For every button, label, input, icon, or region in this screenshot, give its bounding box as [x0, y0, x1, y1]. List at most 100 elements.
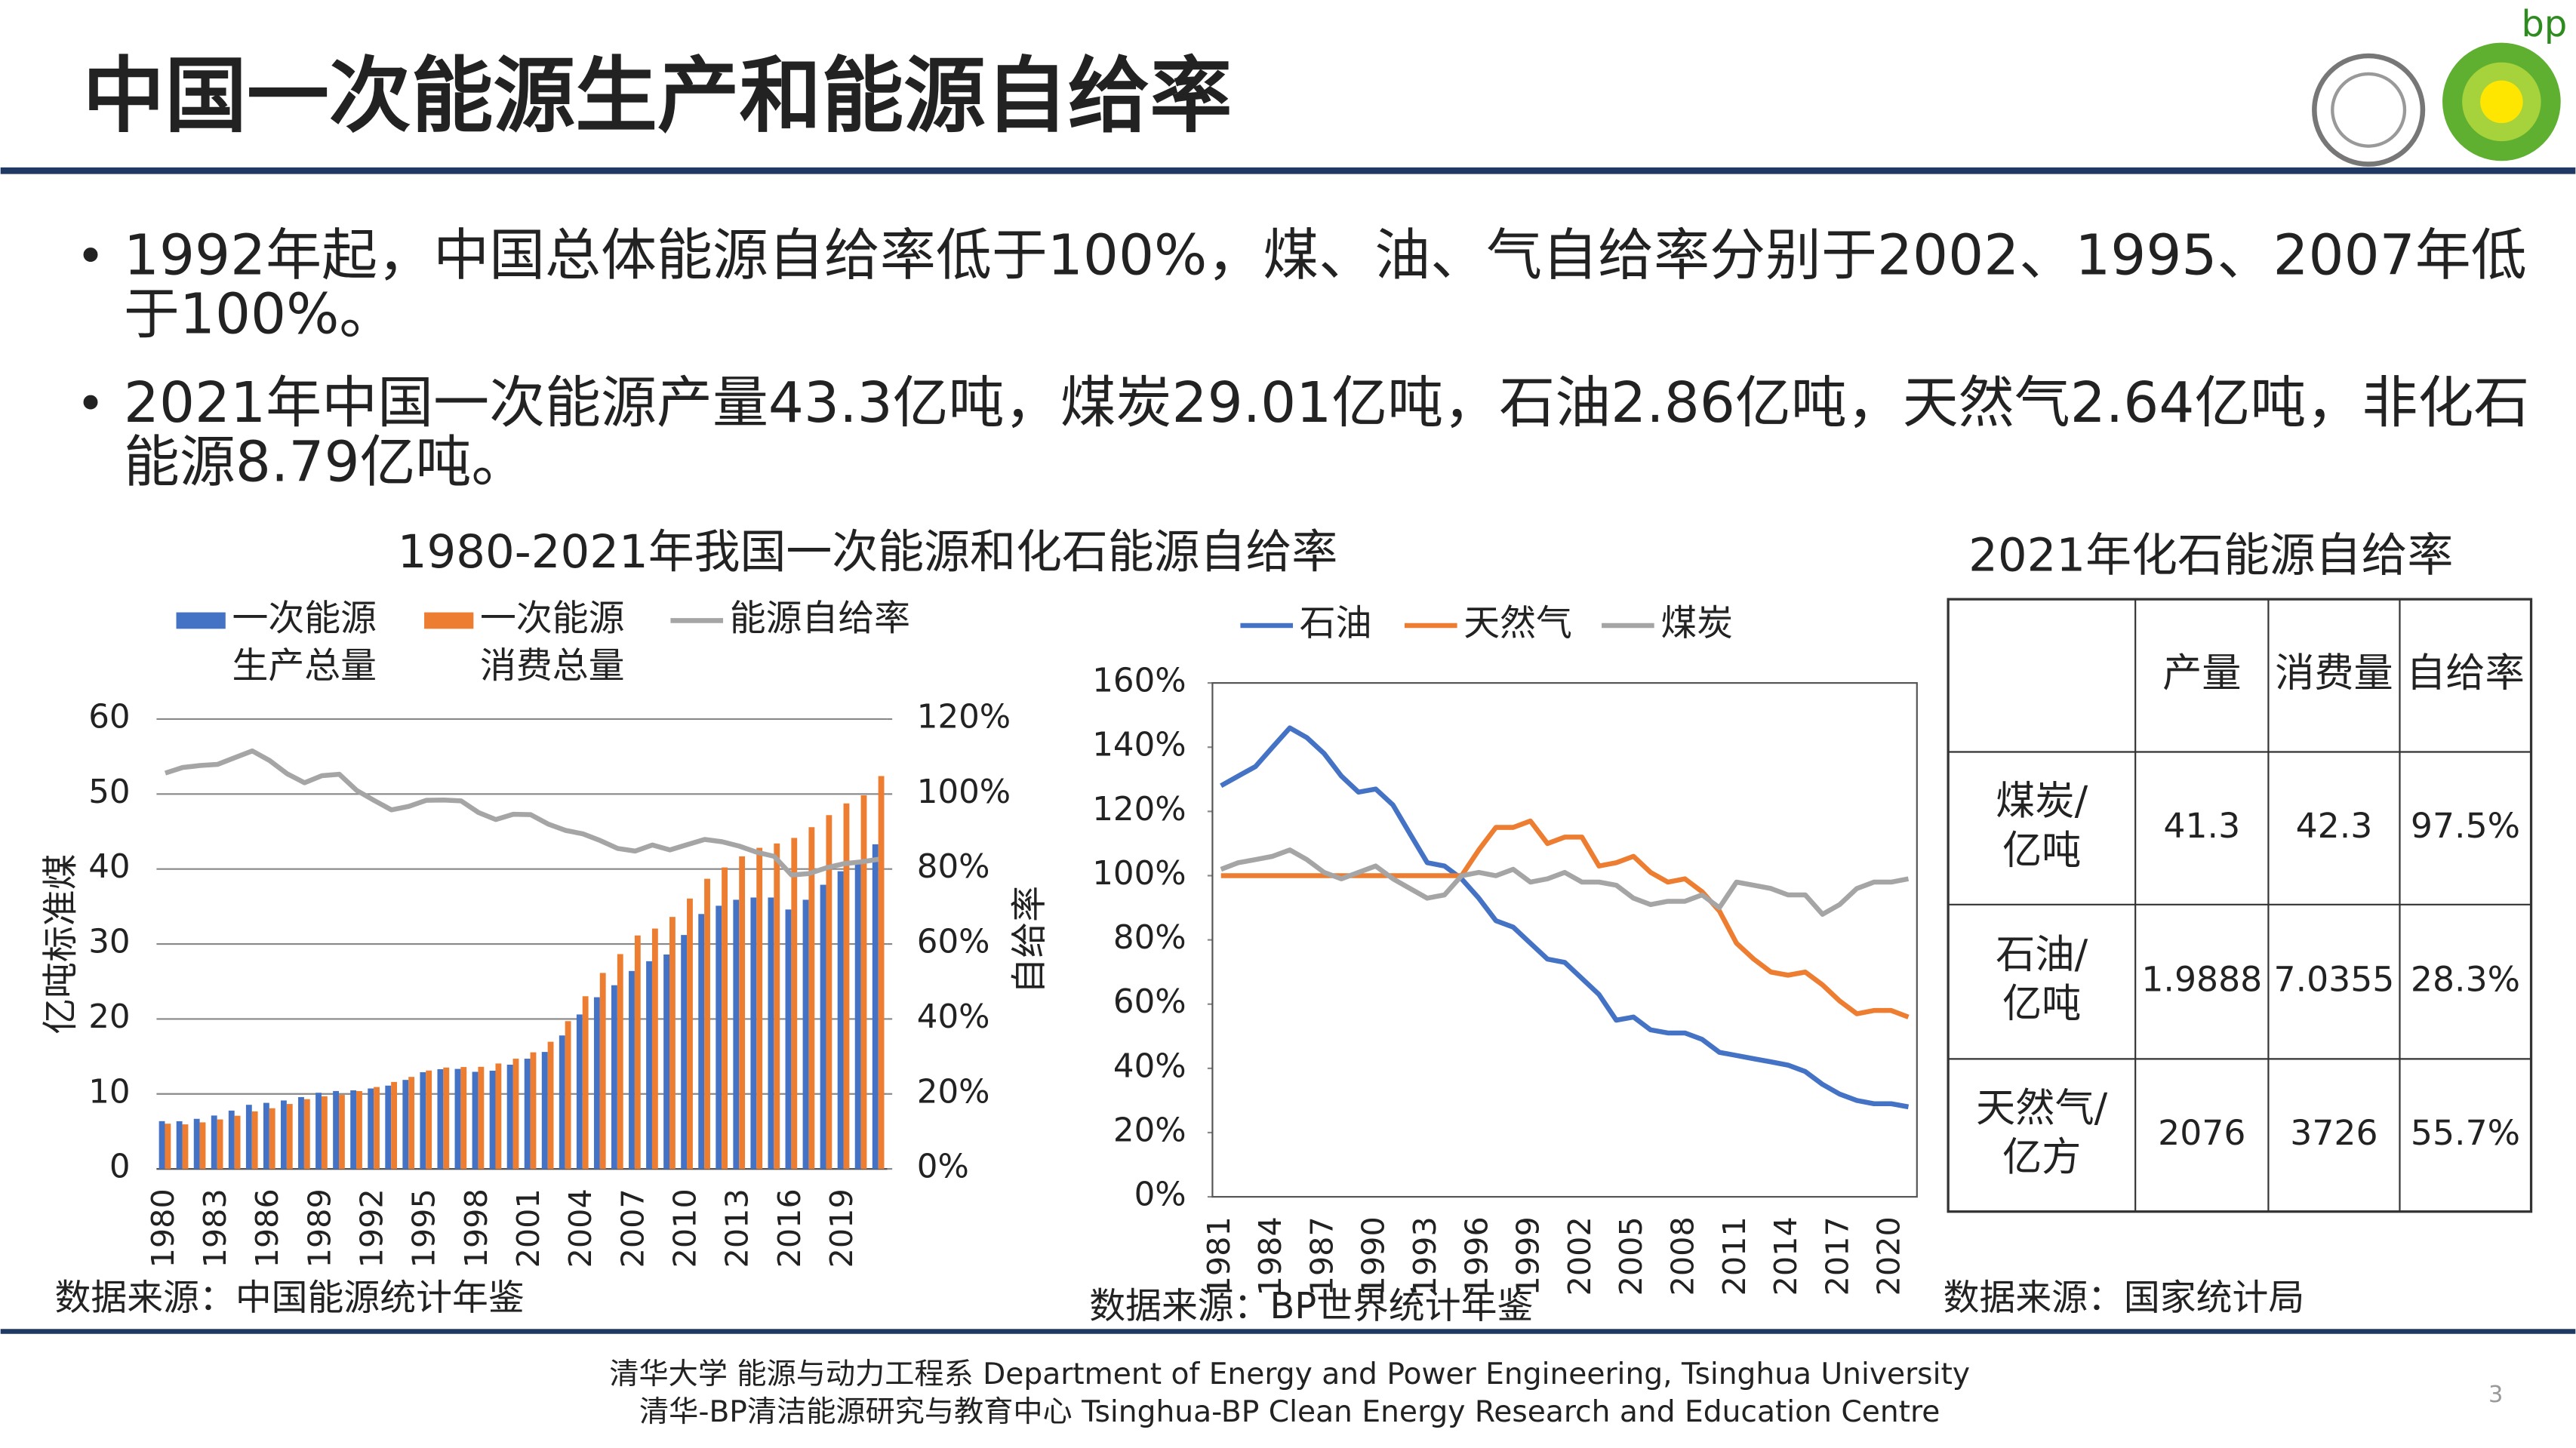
y-tick-label: 80% [1113, 919, 1186, 957]
bar [681, 935, 688, 1170]
bar [750, 897, 757, 1170]
bar [454, 1068, 461, 1170]
table-title: 2021年化石能源自给率 [1968, 528, 2453, 582]
source-note: 数据来源：中国能源统计年鉴 [55, 1277, 525, 1319]
university-logo-inner [2331, 72, 2407, 148]
x-tick-label: 1987 [1303, 1216, 1340, 1296]
bar [420, 1071, 426, 1170]
x-tick-label: 2001 [510, 1188, 546, 1268]
bar [391, 1081, 398, 1170]
bar [704, 878, 710, 1170]
source-note: 数据来源：国家统计局 [1944, 1277, 2305, 1319]
bar [872, 844, 879, 1170]
logos: bp [2312, 4, 2567, 167]
bar [860, 795, 867, 1170]
slide-title: 中国一次能源生产和能源自给率 [83, 48, 1233, 144]
legend-label: 石油 [1300, 603, 1372, 644]
x-tick-label: 1993 [1407, 1216, 1443, 1296]
bar [234, 1115, 241, 1170]
table-cell: 97.5% [2411, 806, 2520, 846]
y-tick-label: 0 [109, 1148, 131, 1186]
y-tick-label: 20% [1113, 1111, 1186, 1149]
bar [547, 1041, 554, 1170]
x-tick-label: 2005 [1613, 1216, 1649, 1296]
series-line [1220, 725, 1910, 1110]
university-logo [2312, 53, 2426, 167]
bar [634, 935, 641, 1170]
x-tick-label: 2016 [771, 1188, 808, 1268]
bar [854, 862, 861, 1170]
bar [768, 897, 774, 1170]
bar [356, 1090, 362, 1170]
legend-label: 能源自给率 [730, 598, 910, 639]
bar [385, 1085, 392, 1170]
plot-border [1211, 682, 1918, 1198]
x-tick-label: 1998 [458, 1188, 494, 1268]
bp-logo-core [2480, 80, 2523, 124]
bar [182, 1124, 189, 1170]
table-row-label: 石油/ [1996, 932, 2088, 977]
bar [820, 884, 826, 1170]
bar [478, 1066, 485, 1170]
bar [321, 1096, 328, 1170]
x-tick-label: 1984 [1252, 1216, 1288, 1296]
x-tick-label: 1992 [354, 1188, 390, 1268]
bar [333, 1090, 340, 1170]
x-tick-label: 2020 [1871, 1216, 1907, 1296]
footer-line: 清华大学 能源与动力工程系 Department of Energy and P… [609, 1357, 1970, 1391]
y2-tick-label: 80% [917, 848, 990, 886]
bar [530, 1052, 537, 1170]
y-tick-label: 10 [88, 1073, 130, 1111]
x-tick-label: 1990 [1356, 1216, 1392, 1296]
y-tick-label: 140% [1092, 727, 1186, 764]
series-line [1220, 847, 1910, 917]
bar [837, 871, 844, 1170]
footer-line: 清华-BP清洁能源研究与教育中心 Tsinghua-BP Clean Energ… [639, 1395, 1940, 1429]
legend-label: 天然气 [1463, 603, 1572, 644]
table-row-label: 亿方 [2002, 1135, 2081, 1180]
bullet-dot: • [76, 228, 106, 285]
page-number: 3 [2488, 1382, 2503, 1408]
y-tick-label: 60% [1113, 983, 1186, 1021]
legend-label: 一次能源生产总量 [232, 599, 377, 688]
x-tick-label: 2014 [1768, 1216, 1804, 1296]
bar [350, 1090, 357, 1170]
table-cell: 55.7% [2411, 1113, 2520, 1153]
bar [269, 1108, 275, 1170]
bar [315, 1093, 322, 1170]
x-tick-label: 2002 [1562, 1216, 1598, 1296]
y-tick-label: 50 [88, 773, 130, 811]
bar [495, 1063, 502, 1170]
bar [791, 838, 798, 1170]
x-tick-label: 2017 [1819, 1216, 1855, 1296]
bar [472, 1071, 479, 1170]
y2-tick-label: 20% [917, 1073, 990, 1111]
table-row-label: 煤炭/ [1996, 779, 2088, 824]
bar [199, 1122, 206, 1170]
bar [698, 914, 705, 1170]
x-tick-label: 2011 [1716, 1216, 1753, 1296]
bar [565, 1021, 571, 1170]
table-cell: 28.3% [2411, 960, 2520, 1000]
bar [281, 1100, 287, 1170]
table-header: 消费量 [2275, 650, 2393, 696]
bar [506, 1065, 513, 1170]
x-tick-label: 2010 [667, 1188, 703, 1268]
bar [617, 954, 623, 1170]
x-tick-label: 1980 [145, 1188, 181, 1268]
bar [426, 1070, 432, 1170]
table-cell: 7.0355 [2274, 960, 2395, 1000]
bar [339, 1095, 345, 1170]
table-row-label: 天然气/ [1976, 1086, 2108, 1131]
x-tick-label: 2019 [823, 1188, 860, 1268]
y-tick-label: 20 [88, 998, 130, 1036]
bar [843, 803, 850, 1170]
y-tick-label: 160% [1092, 663, 1186, 700]
table-header: 自给率 [2406, 650, 2525, 696]
legend-swatch [424, 612, 474, 629]
bar [663, 954, 670, 1170]
bar [158, 1121, 165, 1170]
table-cell: 3726 [2290, 1113, 2377, 1153]
